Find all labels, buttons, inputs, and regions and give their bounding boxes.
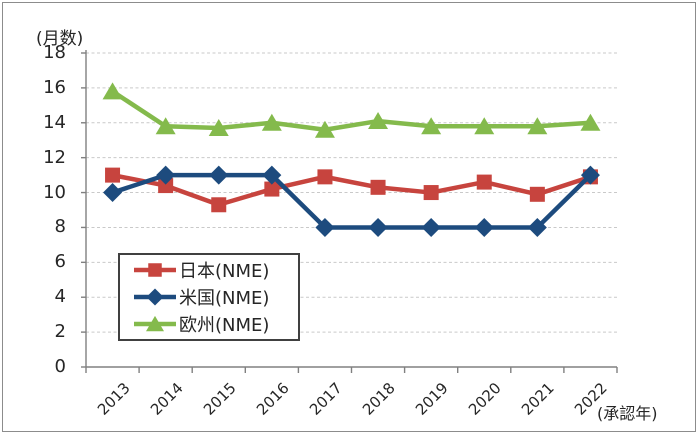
legend-label-japan: 日本(NME) <box>179 261 270 282</box>
data-point-square-icon <box>211 197 227 213</box>
data-point-diamond-icon <box>580 165 600 185</box>
data-point-diamond-icon <box>209 165 229 185</box>
data-point-triangle-icon <box>314 120 335 138</box>
legend-item-japan: 日本(NME) <box>132 258 298 282</box>
series-line-japan <box>110 172 593 208</box>
data-point-triangle-icon <box>368 112 389 130</box>
y-tick-label-16: 16 <box>43 76 66 98</box>
legend-item-eu: 欧州(NME) <box>132 312 298 336</box>
legend: 日本(NME) 米国(NME) 欧州(NME) <box>118 253 300 341</box>
legend-label-eu: 欧州(NME) <box>179 315 270 336</box>
y-tick-label-14: 14 <box>43 111 66 133</box>
legend-label-us: 米国(NME) <box>179 288 270 309</box>
y-tick-label-8: 8 <box>54 216 66 238</box>
series-line-eu <box>110 89 593 133</box>
data-point-diamond-icon <box>103 183 123 203</box>
data-point-square-icon <box>148 263 162 277</box>
data-point-square-icon <box>317 169 333 185</box>
data-point-triangle-icon <box>474 117 495 135</box>
legend-marker-square-icon <box>134 263 176 277</box>
chart-border <box>2 2 696 432</box>
data-point-square-icon <box>476 174 492 190</box>
data-point-square-icon <box>264 181 280 197</box>
data-point-diamond-icon <box>474 217 494 237</box>
y-tick-label-4: 4 <box>54 286 66 308</box>
data-point-square-icon <box>105 167 121 183</box>
data-point-triangle-icon <box>155 117 176 135</box>
data-point-triangle-icon <box>102 82 123 100</box>
series-us <box>103 165 600 237</box>
series-line-us <box>110 172 593 230</box>
data-point-diamond-icon <box>156 165 176 185</box>
legend-marker-diamond-icon <box>134 288 176 306</box>
data-point-diamond-icon <box>368 217 388 237</box>
data-point-square-icon <box>423 185 439 201</box>
data-point-square-icon <box>158 178 174 194</box>
data-point-diamond-icon <box>262 165 282 185</box>
y-tick-label-18: 18 <box>43 42 66 63</box>
data-point-triangle-icon <box>208 119 229 137</box>
data-point-triangle-icon <box>580 113 601 131</box>
data-point-square-icon <box>529 186 545 202</box>
data-point-diamond-icon <box>421 217 441 237</box>
data-point-triangle-icon <box>527 117 548 135</box>
legend-marker-triangle-icon <box>134 315 176 332</box>
y-tick-label-12: 12 <box>43 146 66 168</box>
y-tick-label-6: 6 <box>54 251 66 273</box>
axes <box>81 50 618 373</box>
y-axis-unit-label: (月数) <box>36 29 84 49</box>
data-point-triangle-icon <box>146 315 164 332</box>
series-eu <box>102 82 601 138</box>
y-tick-label-0: 0 <box>54 356 66 377</box>
data-point-diamond-icon <box>315 217 335 237</box>
data-point-square-icon <box>370 179 386 195</box>
data-point-diamond-icon <box>146 288 164 306</box>
y-tick-label-10: 10 <box>43 181 66 203</box>
data-point-triangle-icon <box>421 117 442 135</box>
x-axis-unit-label: (承認年) <box>597 404 658 423</box>
data-point-diamond-icon <box>527 217 547 237</box>
y-tick-label-2: 2 <box>54 321 66 343</box>
legend-item-us: 米国(NME) <box>132 285 298 309</box>
data-point-triangle-icon <box>261 113 282 131</box>
